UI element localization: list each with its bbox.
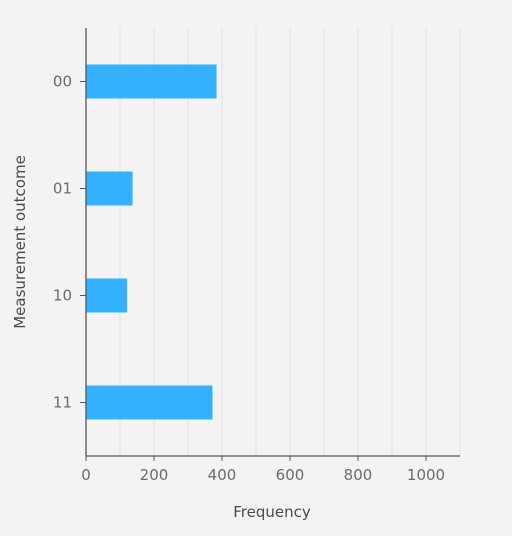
bar-00 <box>86 64 217 99</box>
y-tick-label-01: 01 <box>53 180 72 198</box>
y-axis-ticks: 00 01 10 11 <box>53 73 86 412</box>
x-axis-ticks: 0 200 400 600 800 1000 <box>81 456 445 484</box>
grid-lines <box>119 28 461 456</box>
x-axis-title: Frequency <box>233 503 311 521</box>
x-tick-label: 200 <box>140 466 169 484</box>
bar-11 <box>86 385 213 420</box>
bar-10 <box>86 278 128 313</box>
y-tick-label-10: 10 <box>53 287 72 305</box>
axes <box>85 28 460 457</box>
bars <box>86 64 217 420</box>
x-tick-label: 1000 <box>407 466 445 484</box>
bar-01 <box>86 171 133 206</box>
x-tick-label: 600 <box>276 466 305 484</box>
x-tick-label: 800 <box>344 466 373 484</box>
x-tick-label: 400 <box>208 466 237 484</box>
y-tick-label-00: 00 <box>53 73 72 91</box>
y-tick-label-11: 11 <box>53 394 72 412</box>
y-axis-title: Measurement outcome <box>11 155 29 329</box>
x-tick-label: 0 <box>81 466 91 484</box>
